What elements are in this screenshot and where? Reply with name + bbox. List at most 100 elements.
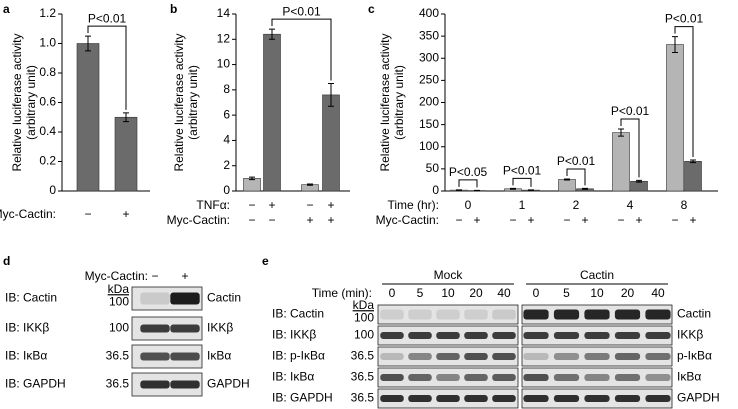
blot-band: [464, 332, 488, 339]
probe-label: IB: IκBα: [5, 349, 47, 363]
x-tick-label: +: [473, 213, 480, 227]
y-axis-label: (arbitrary unit): [24, 65, 38, 140]
panel-letter: a: [3, 2, 10, 16]
marker-unit: kDa: [353, 298, 375, 312]
y-tick-label: 6: [223, 107, 230, 121]
x-tick-label: 2: [573, 198, 580, 212]
x-tick-label: −: [268, 213, 275, 227]
blot-strip: [377, 367, 519, 388]
x-tick-label: −: [509, 213, 516, 227]
blot-band: [170, 324, 200, 333]
x-tick-label: −: [671, 213, 678, 227]
blot-band: [614, 353, 641, 360]
y-tick-label: 250: [419, 73, 439, 87]
error-bar: [582, 187, 588, 190]
panel-letter: c: [368, 2, 375, 16]
x-tick-label: +: [327, 198, 334, 212]
x-tick-label: +: [268, 198, 275, 212]
error-bar: [564, 178, 570, 181]
blot-band: [614, 374, 641, 381]
lane-label: 40: [651, 286, 665, 300]
blot-band: [523, 332, 549, 339]
header-label: Myc-Cactin:: [85, 269, 148, 283]
y-tick-label: 400: [419, 6, 439, 20]
blot-band: [436, 353, 460, 360]
marker-label: 36.5: [351, 370, 375, 384]
blot-band: [553, 374, 580, 381]
x-tick-label: +: [306, 213, 313, 227]
y-axis-label: Relative luciferase activity: [10, 33, 24, 171]
y-tick-label: 300: [419, 50, 439, 64]
y-tick-label: 4: [223, 133, 230, 147]
bar: [322, 94, 340, 192]
blot-band: [464, 353, 488, 360]
marker-label: 36.5: [106, 377, 130, 391]
blot-band: [140, 292, 170, 305]
probe-label: IB: p-IκBα: [272, 349, 325, 363]
blot-band: [523, 374, 549, 381]
y-tick-label: 10: [217, 57, 231, 71]
marker-label: 36.5: [351, 349, 375, 363]
y-tick-label: 100: [419, 139, 439, 153]
y-tick-label: 0.2: [39, 154, 56, 168]
bar: [630, 180, 648, 192]
target-label: IκBα: [677, 370, 701, 384]
x-tick-label: −: [248, 198, 255, 212]
blot-band: [645, 332, 671, 339]
blot-band: [464, 309, 488, 320]
blot-band: [614, 332, 641, 339]
error-bar: [672, 36, 678, 53]
y-tick-label: 12: [217, 31, 231, 45]
lane-label: 5: [563, 286, 570, 300]
blot-band: [614, 309, 641, 320]
bar: [612, 132, 630, 192]
y-tick-label: 2: [223, 158, 230, 172]
row-label: Myc-Cactin:: [167, 213, 230, 227]
x-tick-label: +: [327, 213, 334, 227]
marker-label: 36.5: [351, 391, 375, 405]
p-bracket: [620, 118, 640, 178]
target-label: Cactin: [207, 291, 241, 305]
blot-band: [380, 395, 404, 402]
blot-band: [464, 395, 488, 402]
y-tick-label: 1.2: [39, 6, 56, 20]
error-bar: [307, 183, 313, 186]
blot-band: [492, 395, 516, 402]
blot-band: [436, 332, 460, 339]
x-tick-label: 0: [465, 198, 472, 212]
blot-band: [140, 352, 170, 361]
marker-label: 100: [109, 321, 129, 335]
lane-label: 5: [417, 286, 424, 300]
x-tick-label: −: [306, 198, 313, 212]
blot-band: [380, 332, 404, 339]
error-bar: [123, 112, 129, 123]
error-bar: [618, 128, 624, 137]
time-label: Time (min):: [312, 286, 372, 300]
y-tick-label: 0.4: [39, 124, 56, 138]
x-tick-label: +: [635, 213, 642, 227]
p-bracket: [566, 168, 586, 186]
blot-strip: [377, 304, 519, 325]
p-bracket: [458, 179, 478, 188]
bar: [243, 178, 261, 192]
blot-band: [436, 309, 460, 320]
x-tick-label: 8: [681, 198, 688, 212]
x-tick-label: −: [617, 213, 624, 227]
blot-band: [553, 353, 580, 360]
blot-band: [645, 395, 671, 402]
target-label: GAPDH: [207, 377, 250, 391]
lane-label: 10: [590, 286, 604, 300]
lane-label: −: [151, 269, 158, 283]
marker-unit: kDa: [108, 282, 130, 296]
marker-label: 100: [354, 311, 374, 325]
lane-label: 0: [533, 286, 540, 300]
blot-band: [464, 374, 488, 381]
y-tick-label: 1.0: [39, 36, 56, 50]
marker-label: 36.5: [106, 349, 130, 363]
lane-label: 40: [497, 286, 511, 300]
blot-band: [380, 309, 404, 320]
blot-band: [170, 292, 200, 305]
lane-label: 20: [469, 286, 483, 300]
blot-band: [140, 324, 170, 333]
